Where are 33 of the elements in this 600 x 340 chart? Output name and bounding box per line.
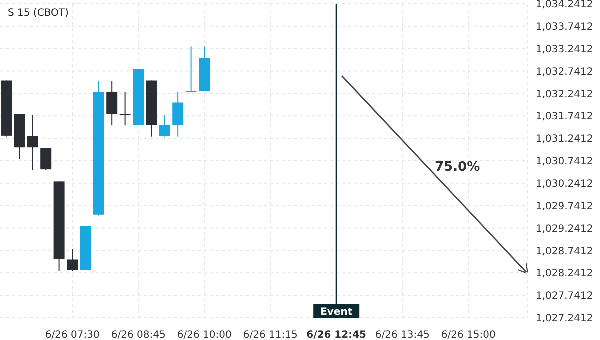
y-tick-label: 1,028.2412	[536, 268, 594, 280]
x-tick-label: 6/26 10:00	[177, 330, 232, 340]
candlestick	[40, 148, 52, 171]
x-tick-label: 6/26 07:30	[45, 330, 100, 340]
candlestick	[106, 80, 118, 126]
candlestick	[120, 91, 131, 126]
y-tick-label: 1,028.7412	[536, 246, 594, 258]
y-tick-label: 1,030.7412	[536, 156, 594, 168]
y-tick-label: 1,033.7412	[536, 22, 594, 33]
y-tick-label: 1,033.2412	[536, 44, 594, 56]
y-tick-label: 1,027.7412	[536, 291, 594, 302]
y-tick-label: 1,031.7412	[536, 112, 594, 123]
x-tick-label: 6/26 11:15	[243, 330, 298, 340]
y-tick-label: 1,030.2412	[536, 178, 594, 190]
candlestick	[27, 114, 38, 171]
x-tick-label: 6/26 12:45	[306, 330, 367, 340]
y-tick-label: 1,027.2412	[536, 314, 594, 325]
candlestick	[172, 91, 184, 138]
y-tick-label: 1,032.2412	[536, 89, 594, 100]
y-tick-label: 1,031.2412	[536, 134, 594, 146]
x-tick-label: 6/26 08:45	[111, 330, 166, 340]
candlestick	[67, 248, 78, 272]
x-tick-label: 6/26 15:00	[441, 330, 496, 340]
y-tick-label: 1,034.2412	[536, 0, 594, 11]
y-tick-label: 1,029.7412	[536, 201, 594, 212]
x-tick-label: 6/26 13:45	[375, 330, 430, 340]
candlestick	[159, 114, 170, 138]
annotation: 75.0%	[435, 160, 480, 175]
chart-title: S 15 (CBOT)	[8, 8, 69, 19]
y-tick-label: 1,032.7412	[536, 66, 594, 78]
y-tick-label: 1,029.2412	[536, 224, 594, 235]
ref-line-label: Event	[320, 307, 353, 318]
candlestick	[186, 46, 197, 92]
